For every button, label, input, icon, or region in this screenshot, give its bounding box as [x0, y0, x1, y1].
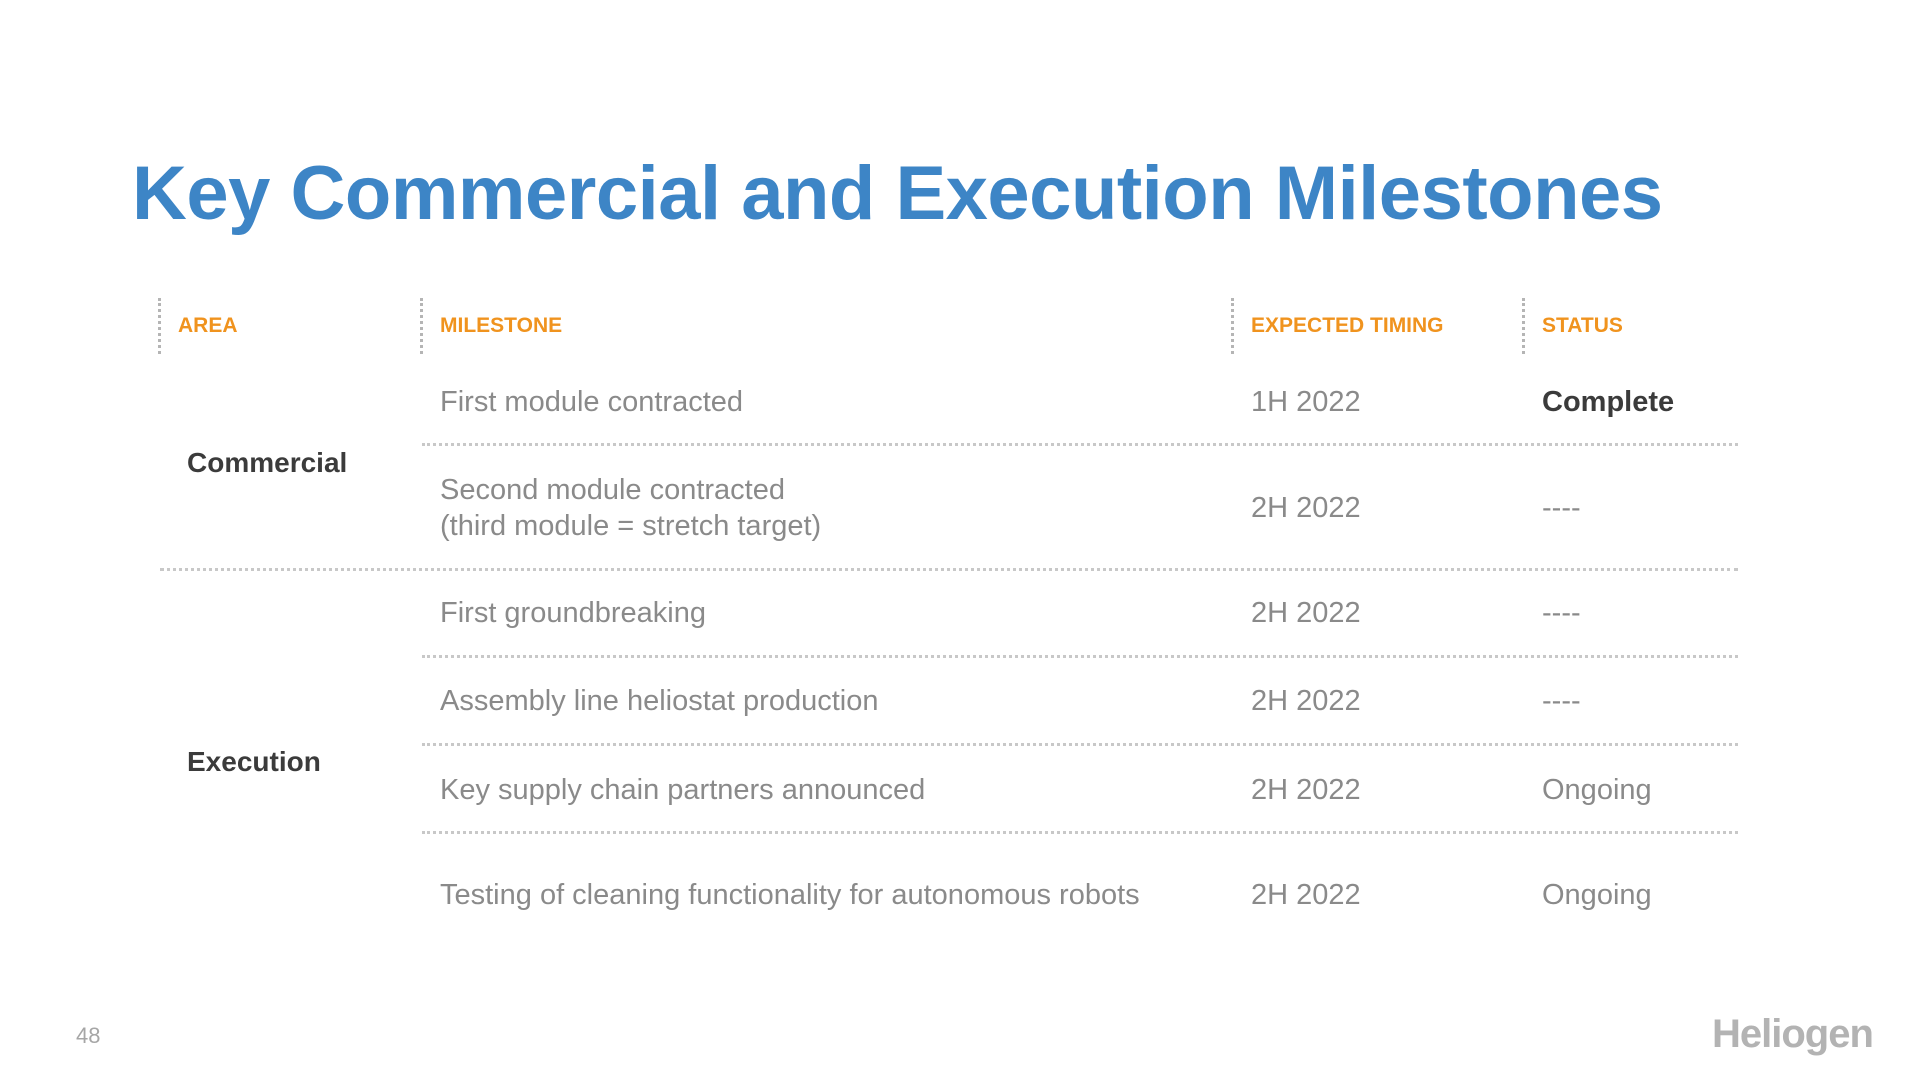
milestone-cell: Second module contracted (third module =…	[440, 472, 821, 544]
row-divider	[422, 743, 1738, 746]
area-label-commercial: Commercial	[187, 447, 348, 478]
milestone-cell: First groundbreaking	[440, 597, 706, 629]
column-header-expected-timing: EXPECTED TIMING	[1231, 298, 1444, 354]
timing-cell: 2H 2022	[1251, 597, 1361, 629]
page-number: 48	[76, 1023, 101, 1048]
row-divider	[422, 443, 1738, 446]
milestone-cell: Assembly line heliostat production	[440, 685, 879, 717]
milestone-line-1: Second module contracted	[440, 474, 785, 506]
milestone-cell: Testing of cleaning functionality for au…	[440, 879, 1140, 911]
timing-cell: 2H 2022	[1251, 685, 1361, 717]
milestone-cell: Key supply chain partners announced	[440, 774, 926, 806]
status-cell: ----	[1542, 597, 1581, 629]
row-divider	[422, 655, 1738, 658]
status-cell: Ongoing	[1542, 879, 1652, 911]
milestone-line-2: (third module = stretch target)	[440, 510, 822, 542]
column-header-status: STATUS	[1522, 298, 1623, 354]
row-divider	[422, 831, 1738, 834]
column-header-milestone: MILESTONE	[420, 298, 562, 354]
page-title: Key Commercial and Execution Milestones	[132, 151, 1663, 236]
status-cell: ----	[1542, 492, 1581, 524]
heliogen-logo: Heliogen	[1712, 1012, 1874, 1056]
section-divider	[160, 568, 1738, 571]
timing-cell: 2H 2022	[1251, 774, 1361, 806]
status-cell: Complete	[1542, 386, 1675, 418]
timing-cell: 2H 2022	[1251, 492, 1361, 524]
status-cell: ----	[1542, 685, 1581, 717]
timing-cell: 2H 2022	[1251, 879, 1361, 911]
milestone-cell: First module contracted	[440, 386, 744, 418]
area-label-execution: Execution	[187, 746, 321, 777]
status-cell: Ongoing	[1542, 774, 1652, 806]
column-header-area: AREA	[158, 298, 238, 354]
timing-cell: 1H 2022	[1251, 386, 1361, 418]
